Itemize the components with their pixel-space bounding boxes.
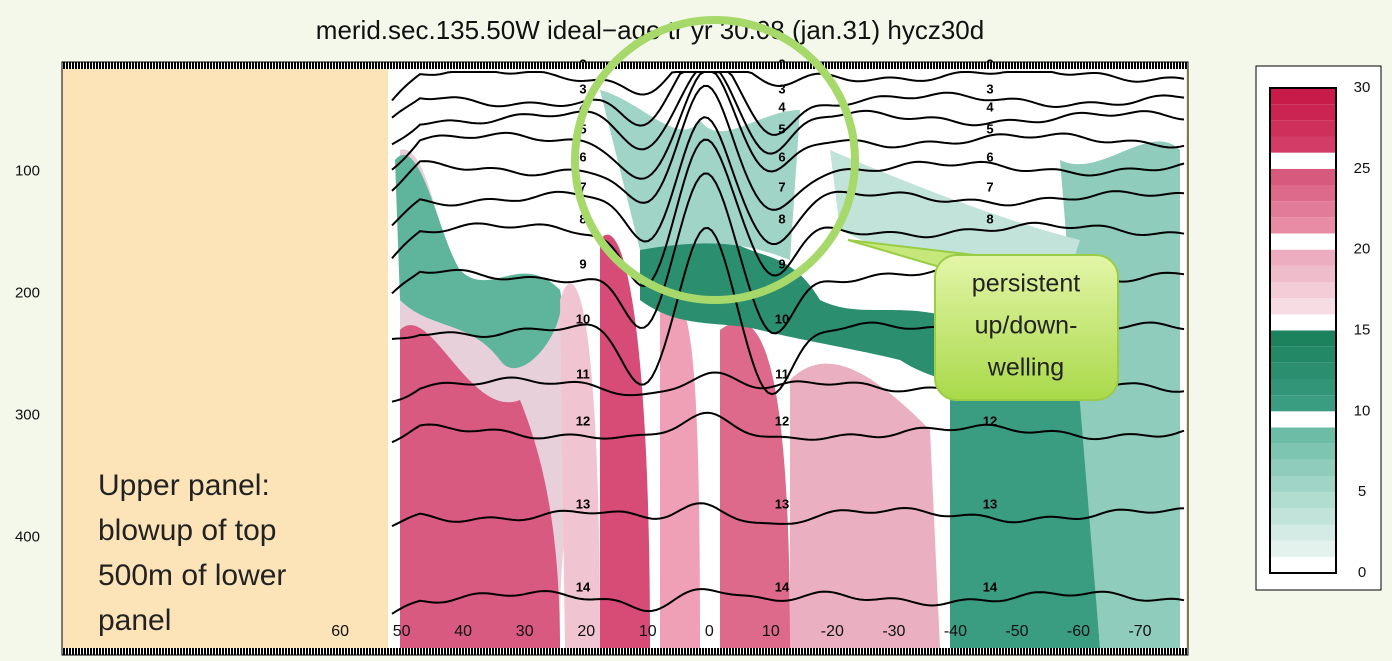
colorbar-tick-label: 0	[1358, 564, 1366, 581]
colorbar-tick-label: 30	[1354, 79, 1371, 96]
colorbar-band	[1270, 379, 1336, 395]
colorbar-band	[1270, 282, 1336, 298]
contour-label: 5	[778, 121, 785, 136]
contour-label: 9	[579, 256, 586, 271]
contour-label: 4	[986, 99, 994, 114]
colorbar-band	[1270, 314, 1336, 330]
callout-text: persistent up/down-welling	[972, 270, 1080, 382]
colorbar-band	[1270, 508, 1336, 524]
contour-label: 14	[983, 579, 998, 594]
contour-label: 10	[775, 311, 789, 326]
x-tick-label: 10	[639, 623, 657, 640]
x-tick-label: -70	[1128, 623, 1151, 640]
y-tick-label: 300	[15, 406, 40, 423]
x-tick-label: -50	[1005, 623, 1028, 640]
contour-label: 8	[986, 211, 993, 226]
colorbar-band	[1270, 266, 1336, 282]
colorbar-band	[1270, 347, 1336, 363]
panel-note-line: Upper panel:	[98, 469, 270, 502]
contour-label: 12	[775, 413, 789, 428]
contour-label: 3	[778, 81, 785, 96]
colorbar-band	[1270, 411, 1336, 427]
colorbar-band	[1270, 88, 1336, 104]
colorbar-band	[1270, 444, 1336, 460]
contour-label: 6	[986, 149, 993, 164]
y-tick-label: 400	[15, 528, 40, 545]
contour-label: 10	[576, 311, 590, 326]
colorbar-band	[1270, 185, 1336, 201]
panel-note-line: panel	[98, 604, 171, 637]
x-tick-label: 20	[577, 623, 595, 640]
contour-label: 6	[579, 149, 586, 164]
contour-label: 13	[576, 496, 590, 511]
contour-label: 14	[576, 579, 591, 594]
x-tick-label: -40	[944, 623, 967, 640]
contour-label: 12	[576, 413, 590, 428]
colorbar-band	[1270, 363, 1336, 379]
callout-line: up/down-	[975, 312, 1078, 340]
contour-label: 3	[986, 81, 993, 96]
colorbar-band	[1270, 525, 1336, 541]
colorbar-band	[1270, 331, 1336, 347]
contour-label: 7	[778, 179, 785, 194]
contour-label: 14	[775, 579, 790, 594]
x-tick-label: 40	[454, 623, 472, 640]
colorbar-band	[1270, 428, 1336, 444]
colorbar-band	[1270, 250, 1336, 266]
callout-line: welling	[987, 354, 1064, 382]
frame-ticks	[62, 62, 1188, 69]
x-tick-label: 60	[331, 623, 349, 640]
panel-note-line: 500m of lower	[98, 559, 286, 592]
colorbar-band	[1270, 298, 1336, 314]
frame-ticks	[62, 648, 1188, 655]
y-tick-label: 200	[15, 285, 40, 302]
x-tick-label: 0	[705, 623, 714, 640]
colorbar-band	[1270, 557, 1336, 573]
colorbar-band	[1270, 169, 1336, 185]
colorbar-band	[1270, 541, 1336, 557]
colorbar-band	[1270, 492, 1336, 508]
colorbar-band	[1270, 234, 1336, 250]
contour-label: 6	[778, 149, 785, 164]
colorbar-band	[1270, 137, 1336, 153]
contour-label: 3	[579, 81, 586, 96]
panel-note-line: blowup of top	[98, 514, 276, 547]
colorbar-tick-label: 5	[1358, 483, 1366, 500]
colorbar-band	[1270, 120, 1336, 136]
colorbar-band	[1270, 201, 1336, 217]
contour-label: 4	[778, 99, 786, 114]
x-tick-label: -20	[821, 623, 844, 640]
colorbar-tick-label: 20	[1354, 241, 1371, 258]
colorbar-band	[1270, 217, 1336, 233]
contour-label: 9	[778, 256, 785, 271]
colorbar-band	[1270, 395, 1336, 411]
contour-label: 7	[986, 179, 993, 194]
x-tick-label: 10	[762, 623, 780, 640]
page: {"chart_data": { "type": "contour", "tit…	[0, 0, 1392, 661]
x-tick-label: 50	[393, 623, 411, 640]
y-tick-label: 100	[15, 163, 40, 180]
colorbar-band	[1270, 476, 1336, 492]
contour-label: 11	[576, 366, 590, 381]
chart: 2223334445556667778889991010101111111212…	[0, 0, 1392, 661]
x-tick-label: 30	[516, 623, 534, 640]
contour-label: 5	[986, 121, 993, 136]
contour-label: 11	[775, 366, 789, 381]
colorbar-band	[1270, 153, 1336, 169]
colorbar-tick-label: 25	[1354, 160, 1371, 177]
contour-label: 13	[775, 496, 789, 511]
contour-label: 12	[983, 413, 997, 428]
colorbar-tick-label: 15	[1354, 321, 1371, 338]
colorbar-tick-label: 10	[1354, 402, 1371, 419]
contour-label: 13	[983, 496, 997, 511]
callout-line: persistent	[972, 270, 1080, 298]
x-tick-label: -30	[882, 623, 905, 640]
colorbar-band	[1270, 460, 1336, 476]
x-tick-label: -60	[1067, 623, 1090, 640]
contour-label: 8	[778, 211, 785, 226]
colorbar-band	[1270, 104, 1336, 120]
